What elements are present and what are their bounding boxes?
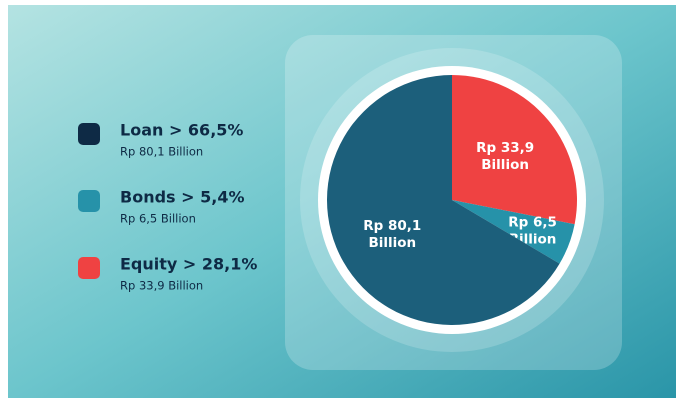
slice-label: Rp 33,9 Billion bbox=[476, 140, 534, 173]
legend-label: Equity > 28,1% bbox=[120, 255, 257, 274]
pie-slice bbox=[327, 75, 560, 325]
legend-swatch bbox=[78, 257, 100, 279]
pie-slice bbox=[452, 75, 577, 225]
legend-amount: Rp 80,1 Billion bbox=[120, 145, 203, 159]
legend-label: Bonds > 5,4% bbox=[120, 188, 244, 207]
legend-amount: Rp 6,5 Billion bbox=[120, 212, 196, 226]
pie-slice bbox=[452, 200, 575, 264]
legend-amount: Rp 33,9 Billion bbox=[120, 279, 203, 293]
slice-label: Rp 80,1 Billion bbox=[363, 218, 421, 251]
legend-swatch bbox=[78, 190, 100, 212]
legend-label: Loan > 66,5% bbox=[120, 121, 243, 140]
legend-swatch bbox=[78, 123, 100, 145]
